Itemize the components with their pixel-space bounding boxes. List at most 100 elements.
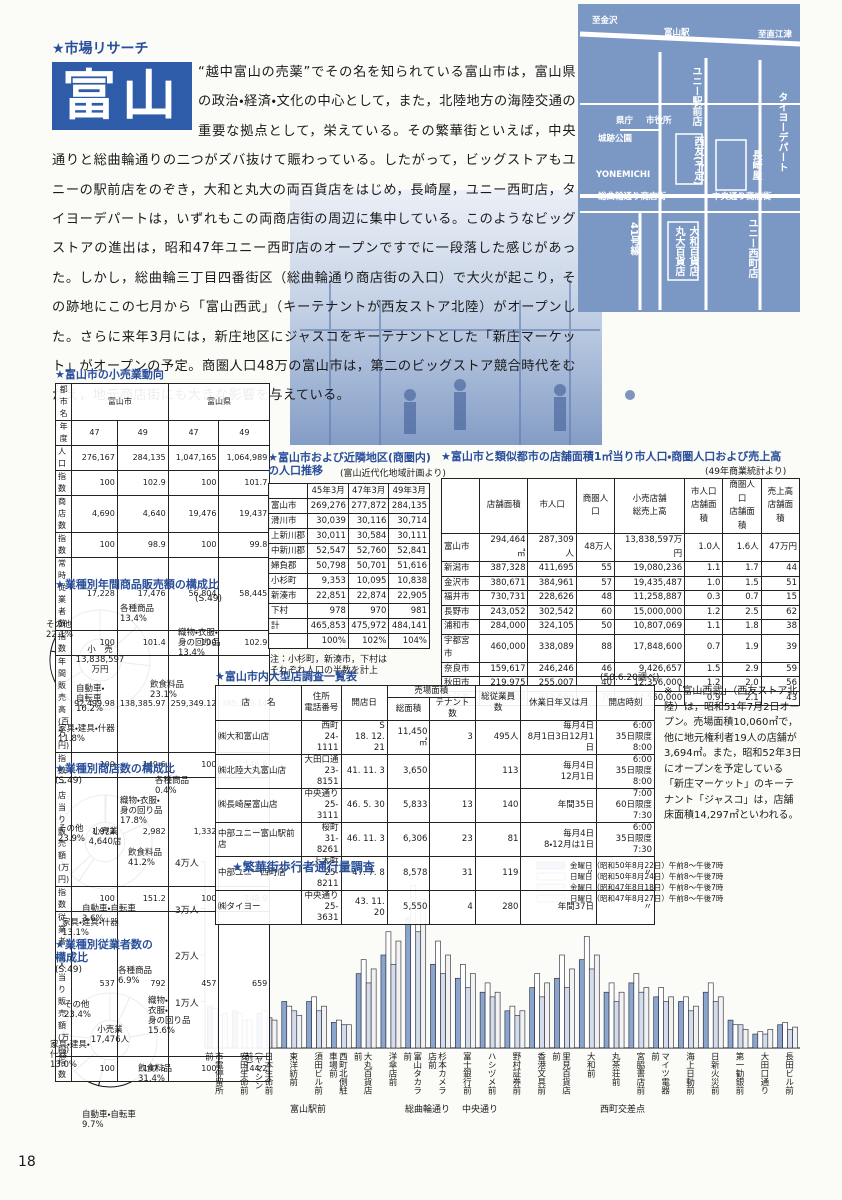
table-cell: 指数 [54,630,73,656]
table-cell: 2,982 [116,777,169,887]
table-cell: 富山市 [440,533,481,562]
x-tick-label: 海上日動前 [684,1052,695,1095]
header-cell: 富山市 [71,383,169,421]
table-cell: 101.7 [218,470,271,496]
table-cell: 10,838 [388,573,430,589]
table-cell: 9,353 [307,573,349,589]
map-label: 市役所 [646,116,672,126]
bar [732,1024,739,1049]
pie-period: (S.49) [55,776,83,786]
pie-category: 各種商品 [118,966,153,976]
table-cell: 659 [218,911,271,1057]
table-cell: 指数 [54,532,73,558]
table-cell: 100 [71,1056,118,1082]
table-cell: 50,798 [307,558,349,574]
table-title: ★富山市および近隣地区(商圏内) の人口推移 [268,451,431,477]
table-cell: 17,228 [71,557,118,631]
table-cell: 46. 11. 3 [340,822,388,857]
bar [534,973,540,1049]
table-cell: 30,111 [388,528,430,544]
header-cell: 開店日 [340,685,388,721]
pie-category: 各種商品 [120,604,155,614]
axis-group-label: 中央通り [462,1105,499,1115]
pie-label: その他 23.4% [64,1000,91,1020]
bar [712,1001,719,1049]
x-tick-label: 丸茶荘前 [610,1052,621,1086]
x-tick-label: ハシヅメ前 [486,1052,497,1095]
bar [792,1026,798,1049]
table-row: 新潟市 387,328 411,695 55 19,080,236 1.1 1.7 44 [440,561,801,577]
pie-period: (S.49) [195,594,223,604]
article-body: “越中富山の売薬”でその名を知られている富山市は，富山県の政治・経済・文化の中心… [52,58,576,411]
table-cell: 284,135 [116,445,169,471]
table-cell: 294,464㎡ [479,533,529,562]
table-cell: 287,309人 [527,533,577,562]
header-row: 店舗面積 市人口 商圏人口 小売店舗 総売上高 市人口 店舗面積 商圏人口 店舗面積 売上高… [440,478,801,534]
bar [663,1001,669,1049]
pie-label: 自動車・自転車 9.7% [82,1110,136,1130]
pie-category: 飲食料品 [128,848,163,858]
bar [341,1024,347,1049]
table-cell: 31 [429,856,476,891]
bar [286,1005,293,1049]
bar [365,982,372,1049]
header-cell: 富山県 [167,383,271,421]
table-row: 福井市 730,731 228,626 48 11,258,887 0.3 0.7 15 [440,590,801,606]
table-cell: 上新川郡 [267,528,309,544]
table-cell: ㈱北陸大丸富山店 [215,754,302,789]
table-row: 指数 100 147.5 100 144.2 [54,1056,271,1082]
table-cell: 57 [575,575,616,591]
bar [554,977,560,1049]
table-row: ㈱北陸大丸富山店 大田口通 23-8151 41. 11. 3 3,650 113 毎月4… [215,754,655,789]
table-cell: 一店当り販売額(万円) [54,777,73,887]
pie-title: ★業種別年間商品販売額の構成比 [55,578,219,591]
table-cell: 51 [760,575,801,591]
table-cell: 新潟市 [440,561,481,577]
photo-people [404,379,635,434]
table-row: 従業者一人当り販売額(万円) 537 792 457 659 [54,911,271,1057]
pie-label: 織物・ 衣服・ 身の回り品 15.6% [148,996,191,1036]
pie-value: 13.4% [120,614,148,624]
map-label: タイヨーデパート [776,92,787,172]
x-tick-label: 市電停留所前 [203,1052,224,1095]
bar [355,973,362,1049]
y-tick-label: 4万人 [175,859,199,869]
table-row: 指数 100 101.4 100 102.9 [54,630,271,656]
bar [564,987,570,1049]
table-row: ㈱大和富山店 西町 24-1111 S 18. 12. 21 11,450㎡ 3 495人… [215,720,655,755]
table-cell: 6:00 35日限度8:00 [596,754,655,789]
pie-category: その他 [46,620,72,630]
bar [455,977,461,1049]
map-label: 大和百貨店 [687,226,698,276]
bar [504,1010,511,1049]
bar [717,996,724,1049]
table-row: 富山市 294,464㎡ 287,309人 48万人 13,838,597万円 1.0人 1… [440,533,801,562]
bar [544,982,550,1049]
table-cell: 475,972 [347,618,390,634]
table-row: 新湊市 22,851 22,874 22,905 [267,588,430,604]
pie-value: 13.1% [62,928,90,938]
pie-label: 各種商品 13.4% [120,604,154,624]
table-cell: 3 [429,720,476,755]
table-cell: 6:00 35日限度7:30 [596,822,655,857]
pie-period: (S.49) [55,965,83,975]
table-cell: 104% [388,633,430,649]
table-cell: 4,640 [116,495,169,533]
table-cell: 従業者一人当り販売額(万円) [54,911,73,1057]
table-cell: 5,833 [386,788,431,823]
table-cell: 8,578 [386,856,431,891]
bar [385,931,392,1049]
table-cell: 102% [347,633,390,649]
map-label: ユニー駅前店 [690,66,701,126]
bar [296,1015,303,1049]
pie-category: 飲食料品 [150,680,185,690]
table-cell: 5,550 [386,890,431,925]
table-cell: 2.9 [722,661,762,677]
table-cell: 47. 7. 8 [340,856,388,891]
table-row: 常時従業者数 17,228 17,476 56,804 58,445 [54,557,271,631]
bar [583,936,590,1049]
table-cell: 384,961 [527,575,577,591]
table-cell: 奈良市 [440,661,481,677]
bar [727,1019,734,1049]
bar [514,1015,521,1049]
